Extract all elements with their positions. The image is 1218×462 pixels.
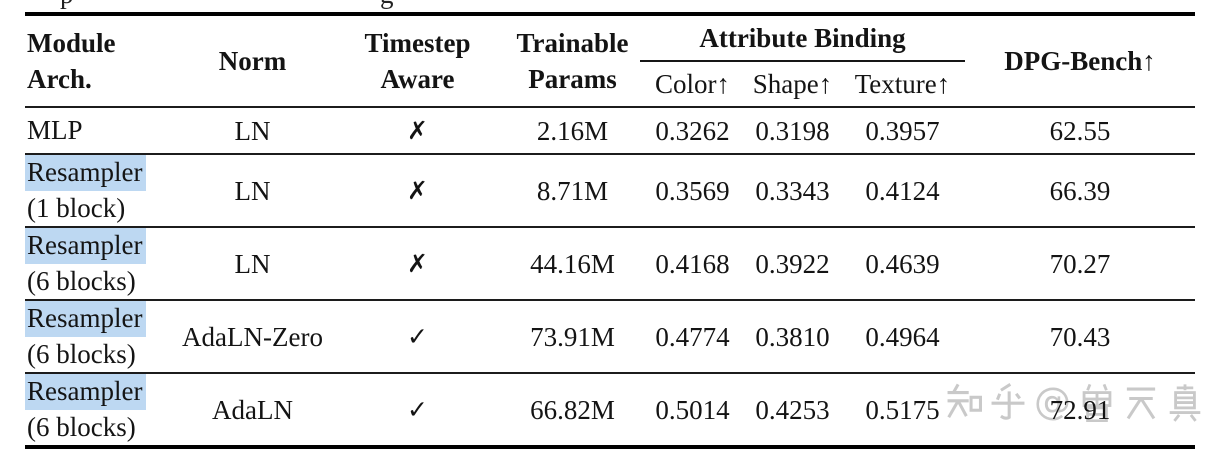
- cell-module: Resampler (6 blocks): [25, 226, 175, 300]
- cell-shape: 0.3198: [745, 106, 840, 154]
- table-row: Resampler (6 blocks) AdaLN ✓ 66.82M 0.50…: [25, 372, 1195, 447]
- header-module-line2: Arch.: [27, 64, 92, 94]
- header-params-line1: Trainable: [516, 28, 629, 58]
- cell-dpg: 70.27: [965, 226, 1195, 300]
- header-trainable-params: Trainable Params: [505, 14, 640, 107]
- cell-dpg: 70.43: [965, 299, 1195, 373]
- table-body: MLP LN ✗ 2.16M 0.3262 0.3198 0.3957 62.5…: [25, 106, 1195, 447]
- header-timestep-aware: Timestep Aware: [330, 14, 505, 107]
- module-arch-detail: (6 blocks): [27, 412, 136, 442]
- cross-mark-icon: ✗: [330, 226, 505, 300]
- cell-module: Resampler (6 blocks): [25, 299, 175, 373]
- cell-color: 0.4774: [640, 299, 745, 373]
- cell-norm: AdaLN-Zero: [175, 299, 330, 373]
- module-arch-detail: (1 block): [27, 193, 126, 223]
- header-attribute-binding: Attribute Binding: [640, 14, 965, 62]
- module-arch-label-highlighted: Resampler: [25, 374, 147, 410]
- header-texture: Texture↑: [854, 69, 951, 99]
- check-mark-icon: ✓: [330, 372, 505, 447]
- check-mark-icon: ✓: [330, 299, 505, 373]
- cell-texture: 0.5175: [840, 372, 965, 447]
- cell-shape: 0.3922: [745, 226, 840, 300]
- caption-fragment: g: [380, 0, 394, 10]
- table-row: MLP LN ✗ 2.16M 0.3262 0.3198 0.3957 62.5…: [25, 106, 1195, 154]
- header-params-line2: Params: [528, 64, 617, 94]
- table-row: Resampler (1 block) LN ✗ 8.71M 0.3569 0.…: [25, 153, 1195, 227]
- header-dpg-bench: DPG-Bench↑: [1004, 46, 1156, 76]
- cell-texture: 0.4964: [840, 299, 965, 373]
- cell-norm: AdaLN: [175, 372, 330, 447]
- header-timestep-line1: Timestep: [364, 28, 471, 58]
- cell-params: 44.16M: [505, 226, 640, 300]
- cell-module: MLP: [25, 106, 175, 154]
- cutoff-caption-remnant: p g: [0, 0, 1218, 12]
- module-arch-detail: (6 blocks): [27, 339, 136, 369]
- cell-dpg: 62.55: [965, 106, 1195, 154]
- cell-norm: LN: [175, 153, 330, 227]
- cell-color: 0.3569: [640, 153, 745, 227]
- cross-mark-icon: ✗: [330, 153, 505, 227]
- table-row: Resampler (6 blocks) AdaLN-Zero ✓ 73.91M…: [25, 299, 1195, 373]
- header-module-line1: Module: [27, 28, 116, 58]
- table-header: Module Arch. Norm Timestep Aware Trainab…: [25, 14, 1195, 107]
- cell-shape: 0.3810: [745, 299, 840, 373]
- header-module-arch: Module Arch.: [25, 14, 175, 107]
- cell-norm: LN: [175, 106, 330, 154]
- cell-params: 8.71M: [505, 153, 640, 227]
- module-arch-label-highlighted: Resampler: [25, 228, 147, 264]
- cell-module: Resampler (1 block): [25, 153, 175, 227]
- cell-dpg: 72.91: [965, 372, 1195, 447]
- cell-color: 0.5014: [640, 372, 745, 447]
- header-shape: Shape↑: [752, 69, 833, 99]
- module-arch-label: MLP: [27, 115, 83, 145]
- cell-shape: 0.3343: [745, 153, 840, 227]
- cell-dpg: 66.39: [965, 153, 1195, 227]
- cell-params: 2.16M: [505, 106, 640, 154]
- cross-mark-icon: ✗: [330, 106, 505, 154]
- cell-params: 66.82M: [505, 372, 640, 447]
- module-arch-label-highlighted: Resampler: [25, 155, 147, 191]
- cell-module: Resampler (6 blocks): [25, 372, 175, 447]
- cell-color: 0.4168: [640, 226, 745, 300]
- cell-texture: 0.3957: [840, 106, 965, 154]
- caption-fragment: p: [60, 0, 74, 10]
- table-row: Resampler (6 blocks) LN ✗ 44.16M 0.4168 …: [25, 226, 1195, 300]
- header-color: Color↑: [654, 69, 730, 99]
- cell-shape: 0.4253: [745, 372, 840, 447]
- module-arch-detail: (6 blocks): [27, 266, 136, 296]
- header-norm: Norm: [218, 46, 287, 76]
- cell-texture: 0.4639: [840, 226, 965, 300]
- cell-norm: LN: [175, 226, 330, 300]
- module-arch-label-highlighted: Resampler: [25, 301, 147, 337]
- cell-texture: 0.4124: [840, 153, 965, 227]
- ablation-table: Module Arch. Norm Timestep Aware Trainab…: [25, 12, 1195, 449]
- cell-params: 73.91M: [505, 299, 640, 373]
- header-timestep-line2: Aware: [380, 64, 455, 94]
- cell-color: 0.3262: [640, 106, 745, 154]
